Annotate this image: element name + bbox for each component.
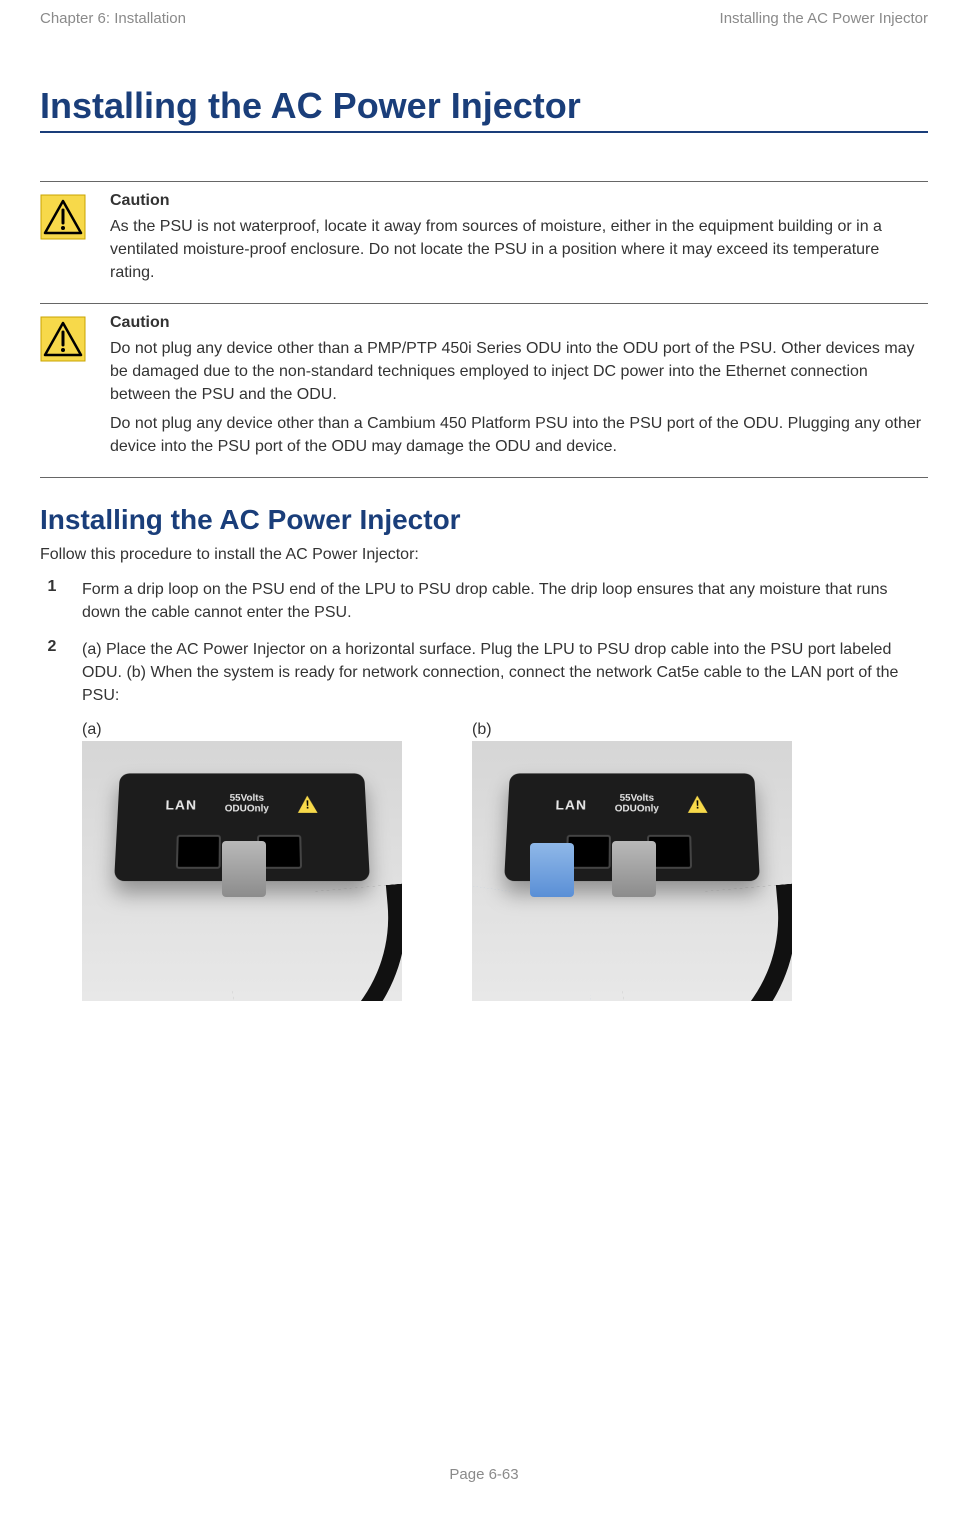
odu-plug — [612, 841, 656, 897]
step-text: (a) Place the AC Power Injector on a hor… — [82, 638, 928, 708]
device-volt-label: 55Volts ODUOnly — [615, 795, 659, 815]
header-right: Installing the AC Power Injector — [720, 10, 928, 27]
lan-plug — [530, 843, 574, 897]
device-lan-label: LAN — [165, 797, 197, 812]
device-volt-label: 55Volts ODUOnly — [225, 795, 269, 815]
caution-callout: Caution As the PSU is not waterproof, lo… — [40, 182, 928, 303]
caution-icon-cell — [40, 314, 92, 465]
odu-plug — [222, 841, 266, 897]
device-lan-label: LAN — [555, 797, 587, 812]
figures-row: (a) LAN 55Volts ODUOnly (b) — [82, 721, 928, 1001]
page-header: Chapter 6: Installation Installing the A… — [40, 0, 928, 27]
device-warning-icon — [296, 795, 318, 814]
caution-triangle-icon — [40, 194, 86, 240]
device-warning-icon — [686, 795, 708, 814]
figure-label: (b) — [472, 721, 792, 739]
figure-image-b: LAN 55Volts ODUOnly — [472, 741, 792, 1001]
callout-body: Caution As the PSU is not waterproof, lo… — [110, 192, 928, 291]
callouts-container: Caution As the PSU is not waterproof, lo… — [40, 181, 928, 478]
odu-cable — [614, 884, 792, 1002]
callout-title: Caution — [110, 314, 928, 332]
odu-cable — [224, 884, 402, 1002]
figure-label: (a) — [82, 721, 402, 739]
volt-line2: ODUOnly — [225, 804, 269, 815]
lan-cable — [472, 880, 604, 1002]
step-item: 1 Form a drip loop on the PSU end of the… — [40, 578, 928, 624]
section-intro: Follow this procedure to install the AC … — [40, 546, 928, 564]
callout-paragraph: Do not plug any device other than a PMP/… — [110, 337, 928, 407]
step-item: 2 (a) Place the AC Power Injector on a h… — [40, 638, 928, 708]
caution-icon-cell — [40, 192, 92, 291]
step-number: 2 — [40, 638, 64, 708]
step-number: 1 — [40, 578, 64, 624]
header-left: Chapter 6: Installation — [40, 10, 186, 27]
caution-callout: Caution Do not plug any device other tha… — [40, 303, 928, 477]
caution-triangle-icon — [40, 316, 86, 362]
figure-image-a: LAN 55Volts ODUOnly — [82, 741, 402, 1001]
step-text: Form a drip loop on the PSU end of the L… — [82, 578, 928, 624]
page-title: Installing the AC Power Injector — [40, 85, 928, 133]
figure-b: (b) LAN 55Volts ODUOnly — [472, 721, 792, 1001]
callout-paragraph: As the PSU is not waterproof, locate it … — [110, 215, 928, 285]
steps-list: 1 Form a drip loop on the PSU end of the… — [40, 578, 928, 708]
lan-port — [176, 835, 221, 869]
figure-a: (a) LAN 55Volts ODUOnly — [82, 721, 402, 1001]
page-footer: Page 6-63 — [0, 1466, 968, 1483]
callout-paragraph: Do not plug any device other than a Camb… — [110, 412, 928, 458]
callout-body: Caution Do not plug any device other tha… — [110, 314, 928, 465]
section-title: Installing the AC Power Injector — [40, 504, 928, 536]
callout-title: Caution — [110, 192, 928, 210]
volt-line2: ODUOnly — [615, 804, 659, 815]
